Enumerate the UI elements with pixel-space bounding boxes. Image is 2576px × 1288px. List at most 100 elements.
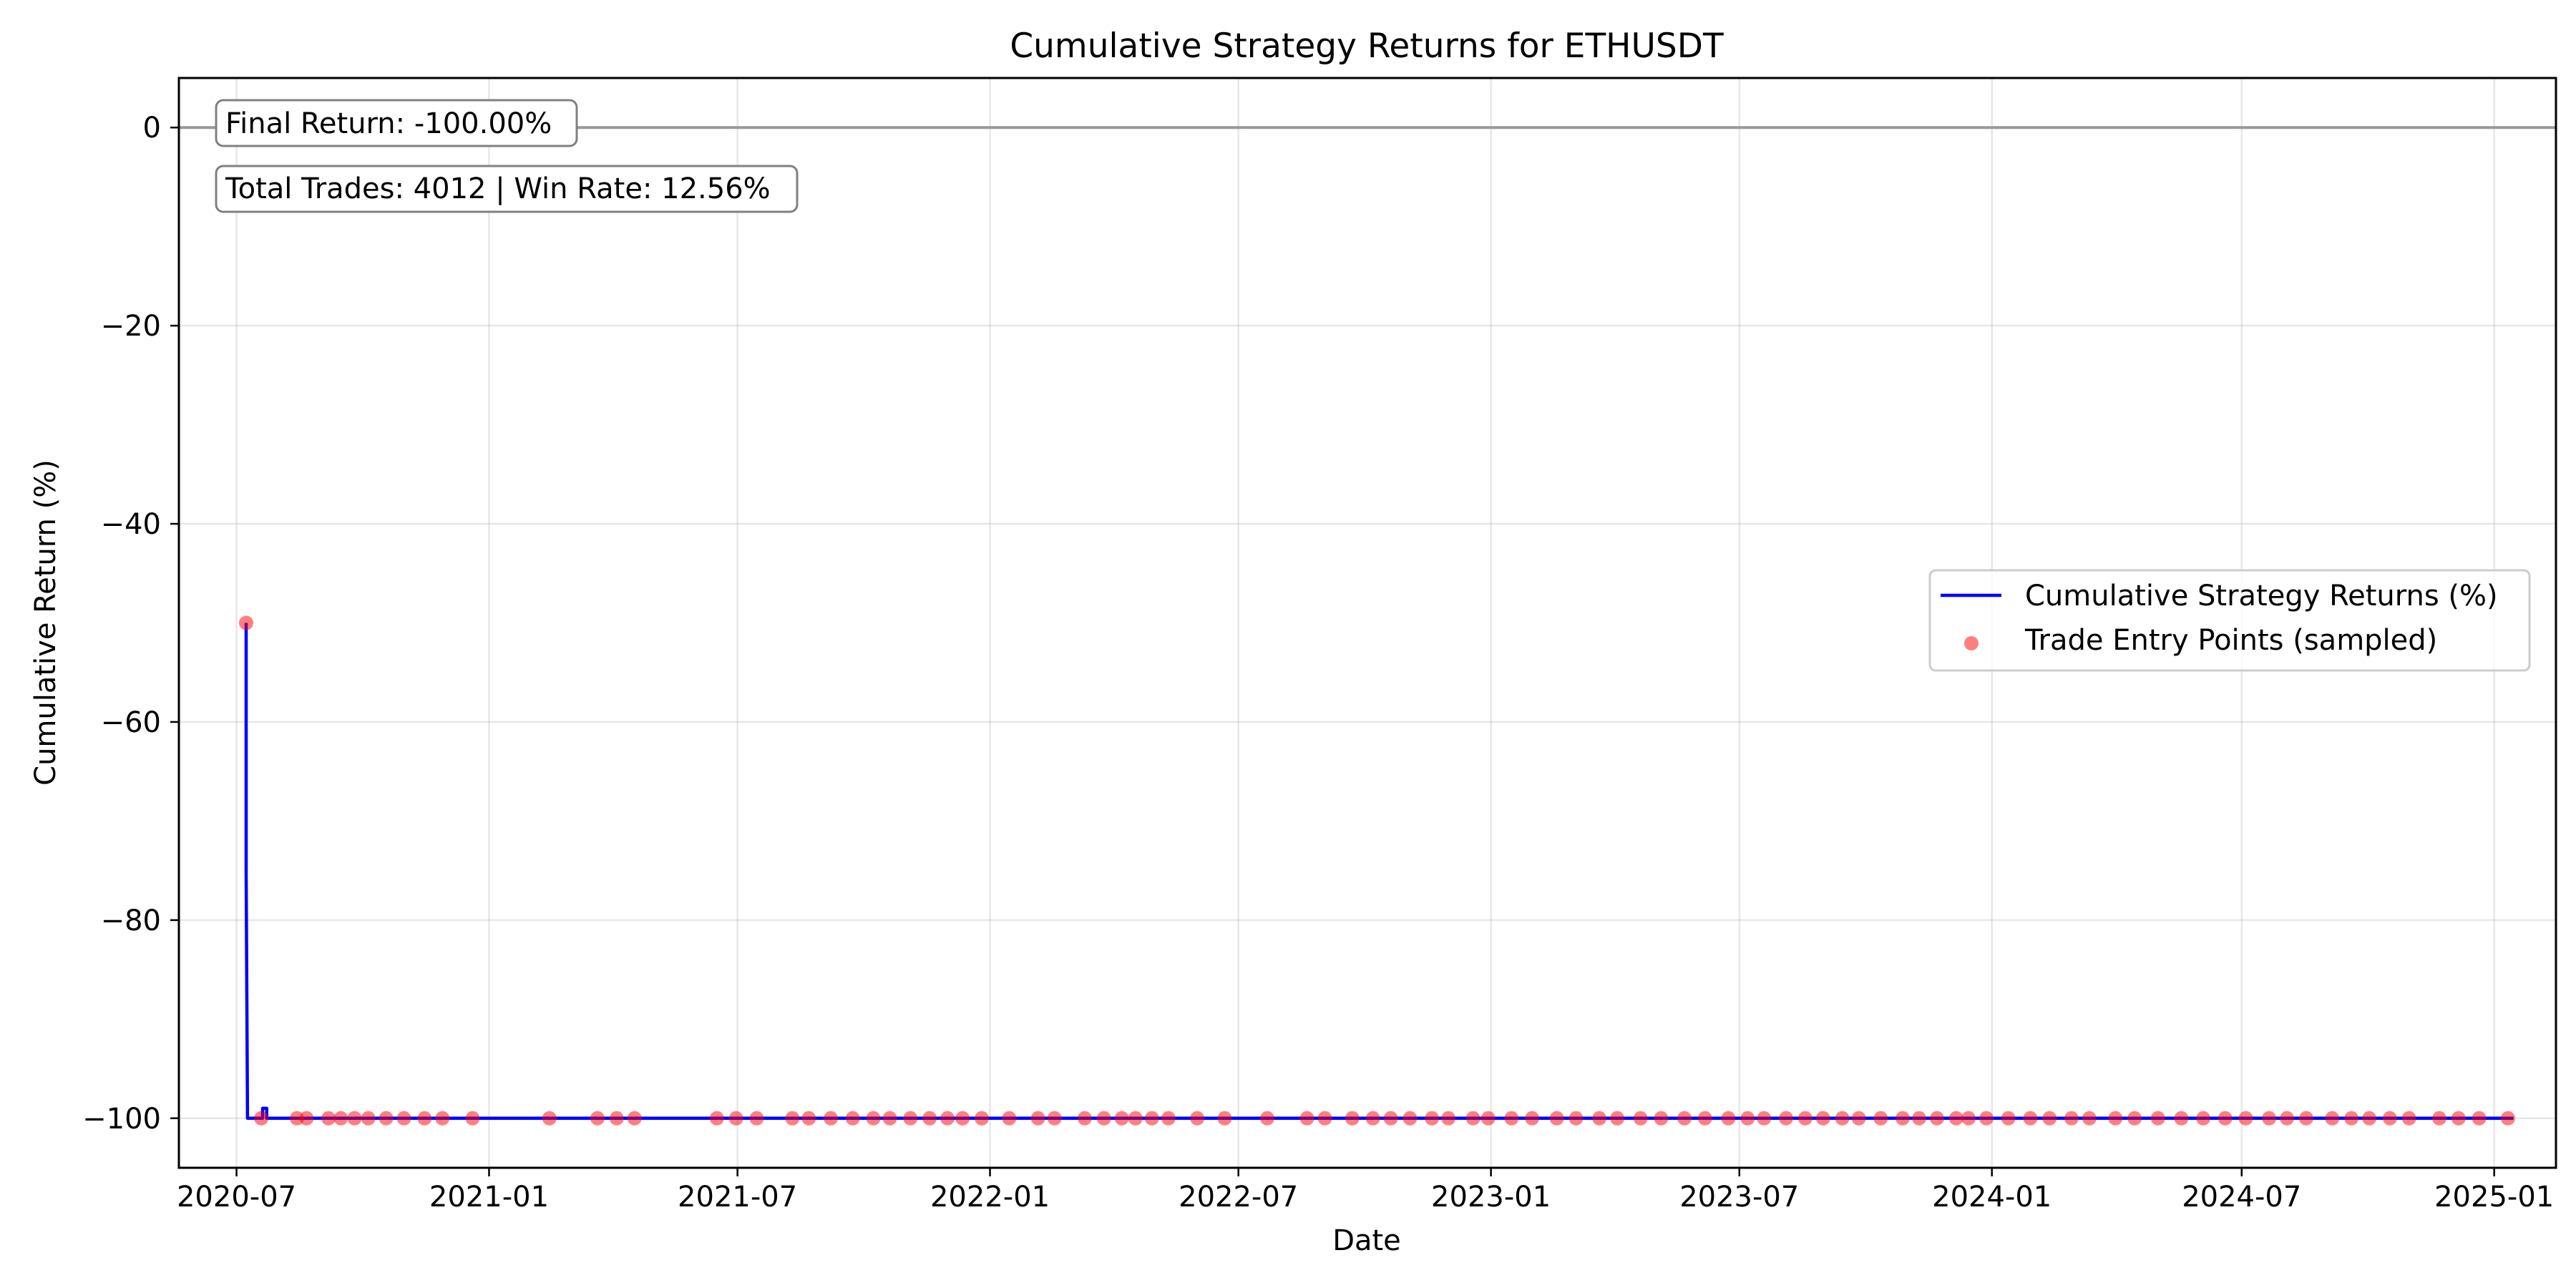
legend-box — [1928, 569, 2531, 672]
trade-entry-point — [321, 1111, 336, 1126]
trade-entry-point — [1480, 1111, 1496, 1126]
trade-entry-point — [238, 615, 253, 630]
trade-entry-point — [299, 1111, 314, 1126]
trade-entry-point — [1929, 1111, 1944, 1126]
trade-entry-point — [1077, 1111, 1092, 1126]
plot-frame — [177, 77, 2557, 1169]
trade-entry-point — [1757, 1111, 1772, 1126]
trade-entry-point — [1217, 1111, 1232, 1126]
trade-entry-point — [2362, 1111, 2377, 1126]
y-tick-label: −60 — [101, 706, 161, 739]
trade-entry-point — [1697, 1111, 1712, 1126]
trade-entry-point — [2150, 1111, 2165, 1126]
trade-entry-point — [1465, 1111, 1480, 1126]
trade-entry-point — [940, 1111, 955, 1126]
legend-label-line: Cumulative Strategy Returns (%) — [2025, 580, 2498, 613]
trade-entry-point — [347, 1111, 362, 1126]
trade-entry-point — [1633, 1111, 1648, 1126]
y-tick-label: −100 — [82, 1103, 161, 1136]
trade-entry-point — [2262, 1111, 2277, 1126]
trade-entry-point — [882, 1111, 897, 1126]
trade-entry-point — [955, 1111, 970, 1126]
trade-entry-point — [542, 1111, 557, 1126]
trade-entry-point — [1721, 1111, 1736, 1126]
trade-entry-point — [590, 1111, 605, 1126]
trade-entry-point — [396, 1111, 411, 1126]
trade-entry-point — [1128, 1111, 1143, 1126]
x-tick-label: 2022-07 — [1179, 1181, 1298, 1214]
trade-entry-point — [1979, 1111, 1994, 1126]
x-tick-label: 2024-07 — [2182, 1181, 2301, 1214]
trade-entry-point — [1797, 1111, 1813, 1126]
trade-entry-point — [2344, 1111, 2359, 1126]
trade-entry-point — [2280, 1111, 2295, 1126]
y-tick-label: −20 — [101, 310, 161, 343]
trade-entry-point — [728, 1111, 743, 1126]
x-tick-label: 2024-01 — [1932, 1181, 2051, 1214]
trade-entry-point — [2472, 1111, 2487, 1126]
trade-entry-point — [903, 1111, 918, 1126]
trade-entry-point — [1002, 1111, 1017, 1126]
legend: Cumulative Strategy Returns (%) Trade En… — [1928, 569, 2531, 672]
trade-entry-point — [1525, 1111, 1540, 1126]
trade-entry-point — [1677, 1111, 1692, 1126]
scatter-series-layer — [238, 615, 2515, 1126]
y-axis-label: Cumulative Return (%) — [29, 459, 62, 786]
trade-entry-point — [785, 1111, 800, 1126]
trade-entry-point — [1851, 1111, 1866, 1126]
trade-entry-point — [609, 1111, 624, 1126]
trade-entry-point — [1402, 1111, 1418, 1126]
trade-entry-point — [1383, 1111, 1398, 1126]
trade-entry-point — [1365, 1111, 1380, 1126]
trade-entry-point — [1259, 1111, 1274, 1126]
legend-scatter-swatch — [1964, 636, 1979, 650]
trade-entry-point — [922, 1111, 937, 1126]
annotation-trade-stats: Total Trades: 4012 | Win Rate: 12.56% — [215, 165, 799, 213]
trade-entry-point — [1835, 1111, 1850, 1126]
trade-entry-point — [2382, 1111, 2397, 1126]
y-tick-label: 0 — [143, 112, 161, 145]
trade-entry-point — [1896, 1111, 1911, 1126]
x-tick-label: 2020-07 — [177, 1181, 296, 1214]
trade-entry-point — [2218, 1111, 2233, 1126]
trade-entry-point — [1654, 1111, 1669, 1126]
x-axis-ticks: 2020-07 2021-01 2021-07 2022-01 2022-07 2023-… — [177, 1168, 2554, 1214]
trade-entry-point — [254, 1111, 269, 1126]
trade-entry-point — [975, 1111, 990, 1126]
annotation-box — [215, 99, 578, 147]
trade-entry-point — [2401, 1111, 2416, 1126]
y-tick-label: −40 — [101, 508, 161, 541]
y-tick-label: −80 — [101, 904, 161, 937]
y-axis-ticks: 0 −20 −40 −60 −80 −100 — [82, 112, 179, 1136]
trade-entry-point — [361, 1111, 376, 1126]
trade-entry-point — [2431, 1111, 2446, 1126]
trade-entry-point — [1873, 1111, 1888, 1126]
trade-entry-point — [2238, 1111, 2253, 1126]
trade-entry-point — [2127, 1111, 2142, 1126]
trade-entry-point — [845, 1111, 860, 1126]
trade-entry-point — [1047, 1111, 1062, 1126]
trade-entry-point — [2042, 1111, 2057, 1126]
trade-entry-point — [1549, 1111, 1564, 1126]
legend-label-scatter: Trade Entry Points (sampled) — [2024, 624, 2437, 657]
trade-entry-point — [1096, 1111, 1111, 1126]
annotation-trade-stats-text: Total Trades: 4012 | Win Rate: 12.56% — [225, 172, 771, 205]
trade-entry-point — [1161, 1111, 1176, 1126]
trade-entry-point — [2108, 1111, 2123, 1126]
trade-entry-point — [1815, 1111, 1830, 1126]
trade-entry-point — [709, 1111, 724, 1126]
trade-entry-point — [1912, 1111, 1927, 1126]
trade-entry-point — [1317, 1111, 1332, 1126]
trade-entry-point — [1299, 1111, 1314, 1126]
trade-entry-point — [465, 1111, 480, 1126]
trade-entry-point — [333, 1111, 348, 1126]
trade-entry-point — [1948, 1111, 1963, 1126]
trade-entry-point — [627, 1111, 642, 1126]
trade-entry-point — [2064, 1111, 2079, 1126]
trade-entry-point — [2001, 1111, 2016, 1126]
trade-entry-point — [1568, 1111, 1584, 1126]
trade-entry-point — [2082, 1111, 2097, 1126]
trade-entry-point — [1961, 1111, 1976, 1126]
trade-entry-point — [749, 1111, 764, 1126]
